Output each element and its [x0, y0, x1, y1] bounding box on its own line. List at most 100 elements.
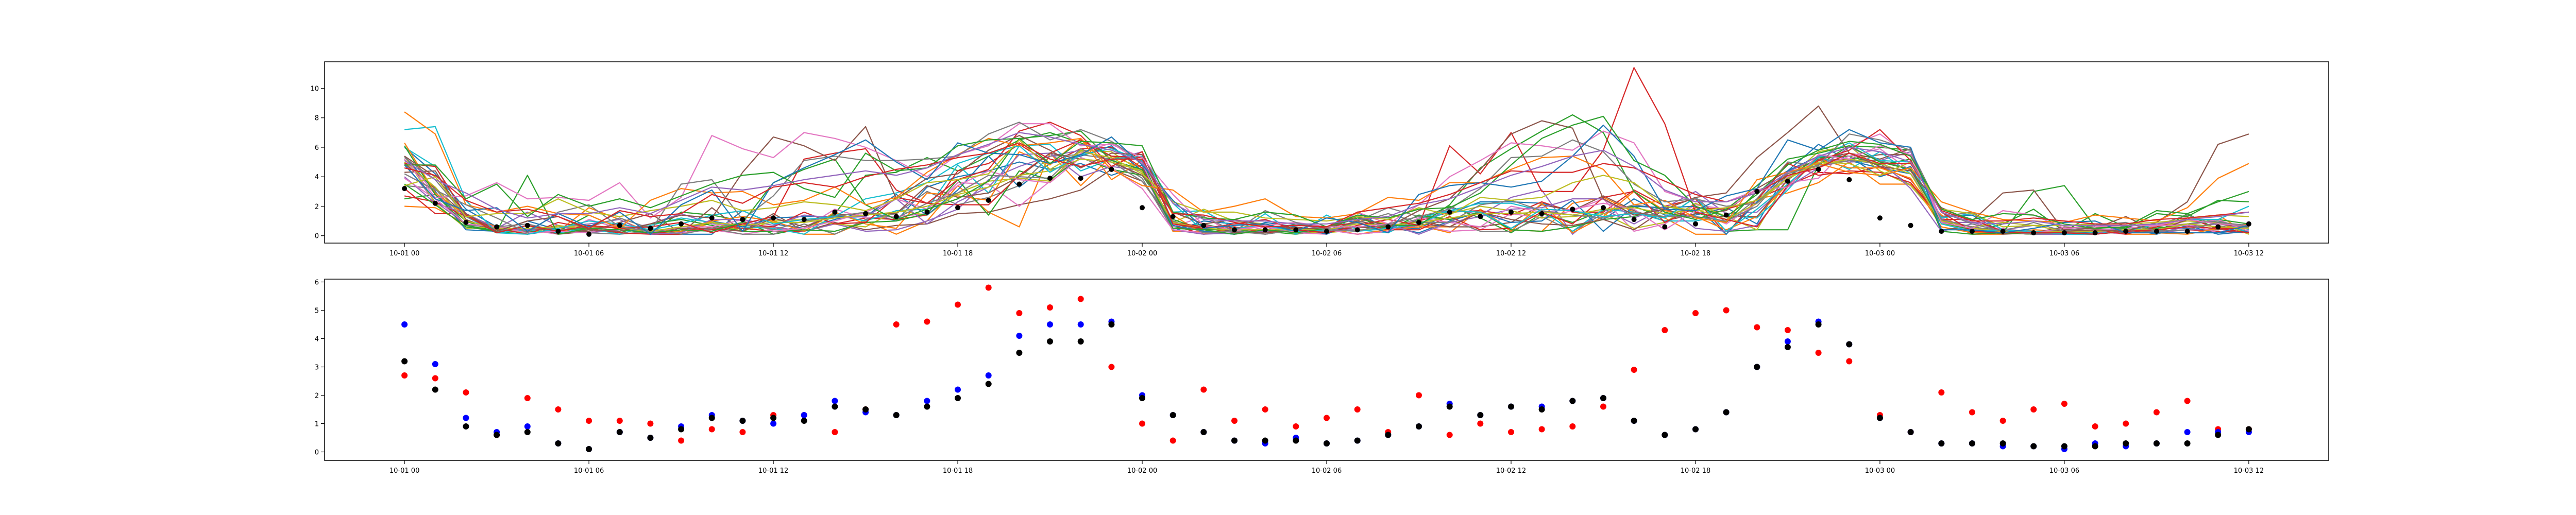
- mean-point: [893, 214, 899, 219]
- mean-point: [2246, 221, 2251, 227]
- scatter-point: [1876, 415, 1883, 421]
- scatter-point: [924, 403, 930, 410]
- scatter-point: [893, 412, 900, 418]
- scatter-point: [1815, 321, 1822, 328]
- scatter-point: [2184, 429, 2191, 435]
- x-tick-label: 10-02 12: [1496, 250, 1526, 258]
- mean-point: [679, 221, 684, 227]
- x-tick-label: 10-02 18: [1681, 467, 1710, 475]
- mean-point: [1846, 177, 1852, 182]
- scatter-point: [1538, 426, 1545, 433]
- scatter-point: [524, 429, 531, 435]
- x-tick-label: 10-03 00: [1865, 250, 1895, 258]
- scatter-point: [770, 415, 777, 421]
- scatter-point: [1907, 429, 1914, 435]
- mean-point: [1939, 229, 1944, 234]
- scatter-point: [1047, 338, 1053, 345]
- scatter-point: [401, 372, 408, 379]
- mean-point: [2061, 230, 2067, 235]
- x-tick-label: 10-02 06: [1312, 467, 1342, 475]
- scatter-point: [1047, 304, 1053, 311]
- scatter-point: [708, 426, 715, 433]
- mean-point: [1754, 188, 1760, 194]
- scatter-point: [1692, 426, 1699, 433]
- scatter-point: [678, 437, 685, 444]
- series-line-31: [404, 132, 2249, 226]
- scatter-point: [1293, 423, 1299, 430]
- scatter-point: [893, 321, 900, 328]
- scatter-point: [1631, 418, 1637, 424]
- scatter-point: [616, 418, 623, 424]
- y-tick-label: 6: [315, 279, 319, 287]
- scatter-point: [1723, 409, 1730, 416]
- scatter-point: [832, 429, 838, 435]
- scatter-point: [1200, 386, 1207, 393]
- scatter-point: [1262, 437, 1268, 444]
- scatter-point: [586, 418, 592, 424]
- x-tick-label: 10-01 06: [574, 250, 604, 258]
- mean-point: [1539, 211, 1545, 216]
- scatter-point: [1446, 403, 1453, 410]
- mean-point: [1232, 227, 1237, 233]
- mean-point: [1293, 227, 1299, 233]
- scatter-point: [1631, 367, 1637, 373]
- scatter-point: [1784, 327, 1791, 333]
- scatter-point: [1846, 358, 1853, 365]
- mean-point: [1016, 181, 1022, 187]
- mean-point: [771, 215, 776, 221]
- scatter-point: [1416, 423, 1422, 430]
- y-tick-label: 0: [315, 449, 319, 457]
- mean-point: [1908, 222, 1913, 228]
- scatter-point: [1999, 418, 2006, 424]
- mean-point: [709, 215, 715, 221]
- scatter-point: [739, 418, 746, 424]
- scatter-point: [1324, 415, 1330, 421]
- x-tick-label: 10-01 12: [758, 250, 788, 258]
- scatter-point: [647, 420, 654, 427]
- y-tick-label: 4: [315, 336, 319, 344]
- scatter-point: [2245, 426, 2252, 433]
- scatter-point: [1600, 403, 1606, 410]
- y-tick-label: 10: [310, 85, 319, 93]
- x-tick-label: 10-01 12: [758, 467, 788, 475]
- mean-point: [1785, 178, 1790, 184]
- scatter-point: [401, 321, 408, 328]
- scatter-point: [555, 406, 562, 413]
- scatter-point: [1200, 429, 1207, 435]
- x-tick-label: 10-03 06: [2049, 250, 2079, 258]
- top-line-chart: 10-01 00 10-01 06 10-01 12 10-01 18 10-02 00…: [310, 61, 2329, 258]
- mean-point: [863, 211, 869, 216]
- mean-point: [1816, 166, 1821, 172]
- mean-point: [2092, 230, 2098, 235]
- mean-point: [1447, 209, 1452, 215]
- scatter-point: [832, 403, 838, 410]
- scatter-point: [1754, 324, 1760, 331]
- scatter-point: [1047, 321, 1053, 328]
- scatter-point: [1416, 392, 1422, 399]
- x-tick-label: 10-02 06: [1312, 250, 1342, 258]
- scatter-point: [1784, 338, 1791, 345]
- x-tick-label: 10-01 00: [389, 250, 419, 258]
- scatter-point: [432, 375, 438, 382]
- mean-point: [2184, 229, 2190, 234]
- scatter-point: [1969, 440, 1975, 447]
- scatter-point: [1938, 440, 1945, 447]
- series-line-30: [404, 142, 2249, 229]
- scatter-point: [1784, 344, 1791, 350]
- mean-point: [1478, 214, 1483, 219]
- mean-point: [1723, 212, 1729, 218]
- scatter-point: [1662, 432, 1668, 438]
- mean-point: [1570, 207, 1575, 212]
- scatter-point: [1077, 338, 1084, 345]
- scatter-point: [1662, 327, 1668, 333]
- y-tick-label: 5: [315, 307, 319, 315]
- x-tick-label: 10-02 00: [1127, 250, 1157, 258]
- mean-point: [801, 217, 807, 222]
- scatter-point: [1569, 398, 1576, 404]
- y-tick-label: 3: [315, 364, 319, 372]
- scatter-point: [432, 386, 438, 393]
- mean-point: [1354, 227, 1360, 233]
- scatter-point: [955, 395, 961, 401]
- mean-point: [1662, 224, 1668, 230]
- scatter-point: [586, 446, 592, 452]
